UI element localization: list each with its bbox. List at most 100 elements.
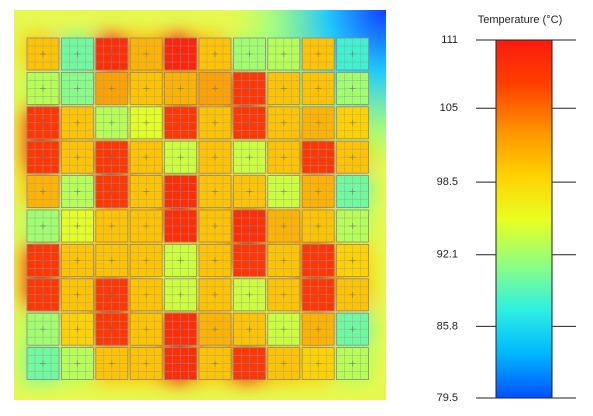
- cell: [26, 312, 60, 346]
- tick-label: 92.1: [437, 249, 458, 261]
- cell: [95, 106, 129, 140]
- cell: [129, 106, 163, 140]
- cell: [267, 72, 301, 105]
- cell: [198, 312, 232, 346]
- cell: [198, 347, 232, 381]
- plot-area: [14, 10, 386, 400]
- cell: [232, 140, 266, 174]
- cell: [336, 37, 370, 71]
- tick-label: 111: [441, 34, 458, 46]
- cell: [164, 106, 198, 140]
- cell: [336, 72, 370, 105]
- cell: [164, 209, 198, 243]
- cell: [198, 209, 232, 243]
- cell: [26, 72, 60, 105]
- cell: [232, 312, 266, 346]
- cell: [336, 175, 370, 209]
- cell: [336, 347, 370, 381]
- cell: [61, 37, 94, 71]
- cell: [198, 106, 232, 140]
- cell: [301, 278, 335, 312]
- tick-label: 105: [440, 102, 458, 114]
- colorbar-ticks: 111 105 98.5 92.1 85.8 79.5: [437, 34, 576, 404]
- cell: [95, 278, 129, 312]
- cell: [301, 209, 335, 243]
- cell: [301, 37, 335, 71]
- cell: [26, 347, 60, 381]
- cell: [232, 37, 266, 71]
- cell: [198, 243, 232, 277]
- cell: [129, 37, 163, 71]
- cell: [61, 72, 94, 105]
- cell: [336, 243, 370, 277]
- cell: [95, 140, 129, 174]
- cell: [336, 312, 370, 346]
- cell: [129, 140, 163, 174]
- cell: [26, 243, 60, 277]
- cell: [26, 175, 60, 209]
- cell: [198, 140, 232, 174]
- tick-label: 79.5: [437, 392, 458, 404]
- cell: [129, 72, 163, 105]
- cell: [164, 72, 198, 105]
- cell: [198, 278, 232, 312]
- cell: [267, 37, 301, 71]
- cell: [61, 243, 94, 277]
- cell: [232, 347, 266, 381]
- cell: [61, 106, 94, 140]
- cell: [336, 106, 370, 140]
- cell: [232, 243, 266, 277]
- cell: [164, 243, 198, 277]
- cell: [164, 278, 198, 312]
- cell: [129, 175, 163, 209]
- cell: [95, 37, 129, 71]
- cell: [95, 175, 129, 209]
- cell: [301, 175, 335, 209]
- cell: [336, 140, 370, 174]
- cell: [164, 175, 198, 209]
- cell: [232, 278, 266, 312]
- cell: [336, 278, 370, 312]
- colorbar: [495, 39, 553, 399]
- cell: [267, 140, 301, 174]
- cell: [198, 175, 232, 209]
- cell: [26, 140, 60, 174]
- cell: [129, 243, 163, 277]
- cell: [95, 72, 129, 105]
- cell: [164, 37, 198, 71]
- cell: [232, 106, 266, 140]
- colorbar-label: Temperature (°C): [478, 14, 562, 26]
- cell: [301, 140, 335, 174]
- cell: [267, 209, 301, 243]
- cell: [267, 175, 301, 209]
- cell: [164, 140, 198, 174]
- tick-label: 98.5: [437, 176, 458, 188]
- cells: [26, 37, 370, 381]
- cell: [267, 347, 301, 381]
- cell: [95, 243, 129, 277]
- cell: [26, 37, 60, 71]
- cell: [336, 209, 370, 243]
- cell: [232, 175, 266, 209]
- cell: [267, 106, 301, 140]
- cell: [301, 347, 335, 381]
- cell: [26, 278, 60, 312]
- cell: [164, 347, 198, 381]
- cell: [61, 278, 94, 312]
- cell: [301, 312, 335, 346]
- cell: [267, 312, 301, 346]
- cell: [129, 312, 163, 346]
- cell: [26, 106, 60, 140]
- cell: [301, 243, 335, 277]
- cell: [198, 72, 232, 105]
- cell: [198, 37, 232, 71]
- cell: [301, 106, 335, 140]
- cell: [129, 278, 163, 312]
- cell: [301, 72, 335, 105]
- cell: [164, 312, 198, 346]
- cell: [232, 209, 266, 243]
- cell: [267, 278, 301, 312]
- cell: [232, 72, 266, 105]
- cell: [129, 347, 163, 381]
